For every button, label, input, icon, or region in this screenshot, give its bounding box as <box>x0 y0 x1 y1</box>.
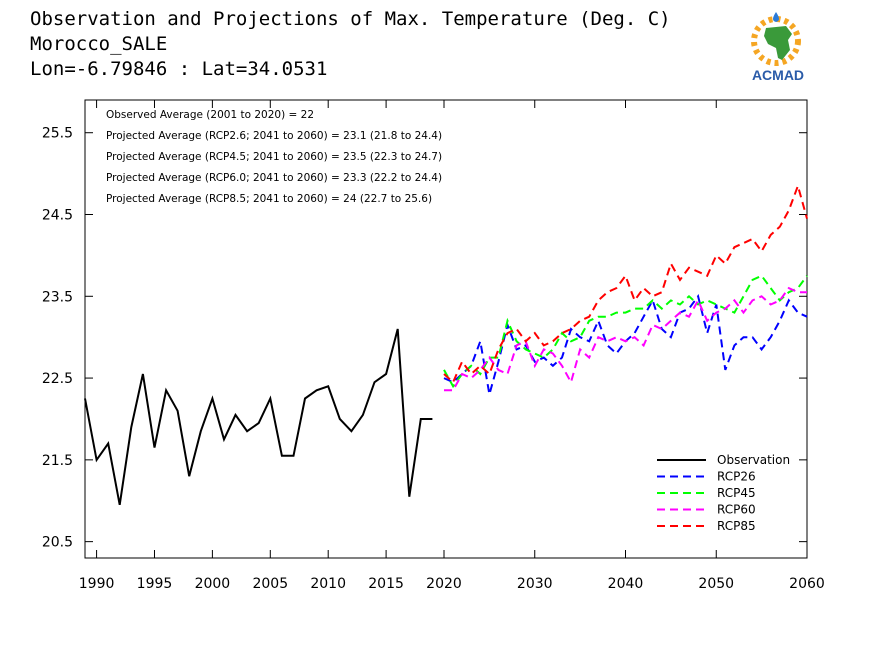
legend-label: RCP85 <box>717 519 756 533</box>
y-tick-label: 21.5 <box>42 453 73 469</box>
x-tick-label: 2020 <box>426 576 462 592</box>
x-tick-label: 2005 <box>252 576 288 592</box>
x-tick-label: 2050 <box>698 576 734 592</box>
y-tick-label: 23.5 <box>42 289 73 305</box>
plot-frame <box>84 99 808 559</box>
series-line-rcp26 <box>443 293 808 395</box>
series-line-rcp85 <box>443 182 808 384</box>
series-lines <box>84 182 808 505</box>
coordinates-label: Lon=-6.79846 : Lat=34.0531 <box>30 58 328 80</box>
series-line-rcp60 <box>444 286 807 392</box>
legend-label: RCP60 <box>717 503 756 517</box>
y-tick-label: 25.5 <box>42 126 73 142</box>
annotation-line: Observed Average (2001 to 2020) = 22 <box>106 109 314 121</box>
logo-text: ACMAD <box>752 67 804 83</box>
x-tick-label: 2040 <box>608 576 644 592</box>
x-tick-label: 2060 <box>789 576 825 592</box>
annotations: Observed Average (2001 to 2020) = 22 Proj… <box>106 109 442 205</box>
annotation-line: Projected Average (RCP8.5; 2041 to 2060)… <box>106 193 432 205</box>
y-tick-label: 20.5 <box>42 535 73 551</box>
legend-label: RCP26 <box>717 470 756 484</box>
annotation-line: Projected Average (RCP6.0; 2041 to 2060)… <box>106 172 442 184</box>
x-tick-label: 2010 <box>310 576 346 592</box>
x-tick-label: 1990 <box>79 576 115 592</box>
africa-sun-logo-icon: ACMAD <box>751 12 804 83</box>
legend-label: Observation <box>717 453 790 467</box>
chart-title: Observation and Projections of Max. Temp… <box>30 8 671 30</box>
x-tick-label: 1995 <box>137 576 173 592</box>
series-line-observation <box>84 328 433 505</box>
annotation-line: Projected Average (RCP4.5; 2041 to 2060)… <box>106 151 442 163</box>
y-tick-label: 22.5 <box>42 371 73 387</box>
x-tick-label: 2000 <box>195 576 231 592</box>
series-line-rcp45 <box>443 274 808 389</box>
axis-ticks: 20.5 21.5 22.5 23.5 24.5 25.5 1990 1995 2000 2005… <box>42 100 825 592</box>
location-name: Morocco_SALE <box>30 33 168 55</box>
legend-label: RCP45 <box>717 486 756 500</box>
x-tick-label: 2015 <box>368 576 404 592</box>
legend: Observation RCP26 RCP45 RCP60 RCP85 <box>657 453 790 533</box>
y-tick-label: 24.5 <box>42 208 73 224</box>
annotation-line: Projected Average (RCP2.6; 2041 to 2060)… <box>106 130 442 142</box>
x-tick-label: 2030 <box>517 576 553 592</box>
